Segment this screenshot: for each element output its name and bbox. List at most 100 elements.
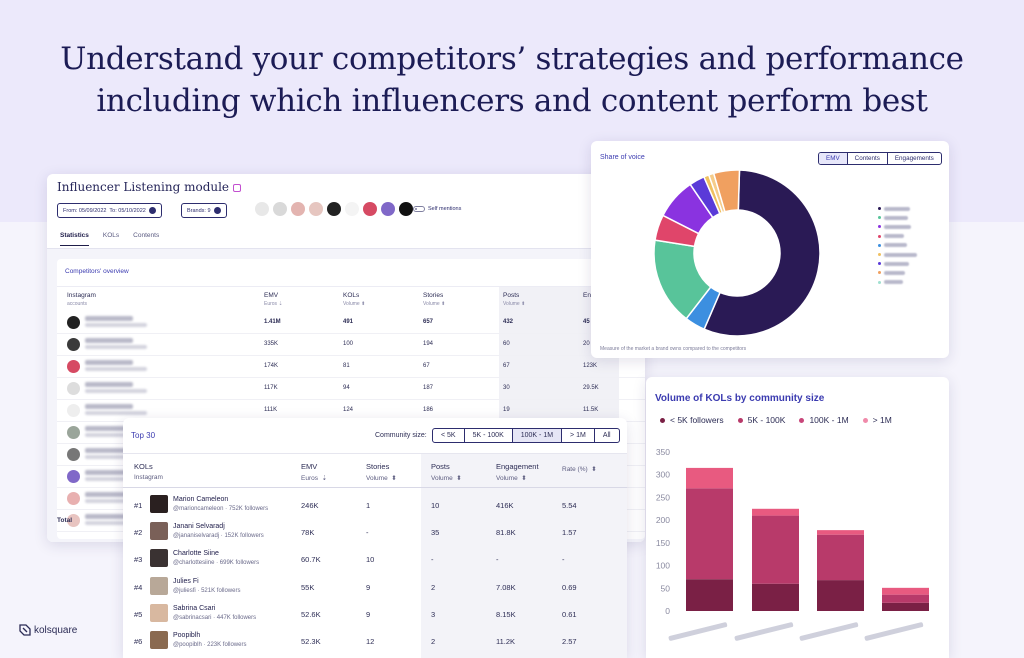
logo-text: kolsquare — [34, 624, 78, 636]
sov-legend-item — [878, 232, 917, 241]
kol-name[interactable]: Sabrina Csari — [173, 604, 216, 612]
competitor-row[interactable]: 335K 100 194 60 20 — [57, 335, 645, 355]
brand-avatar[interactable] — [327, 202, 341, 216]
bar-segment[interactable] — [752, 508, 799, 516]
brand-avatar[interactable] — [363, 202, 377, 216]
tab-statistics[interactable]: Statistics — [60, 232, 89, 246]
cell-eng: 81.8K — [496, 528, 516, 538]
date-range-picker[interactable]: From: 05/09/2022 To: 05/10/2022 — [57, 203, 162, 218]
competitor-row[interactable] — [57, 489, 645, 509]
brand-avatar[interactable] — [273, 202, 287, 216]
brand-avatar[interactable] — [309, 202, 323, 216]
kol-row[interactable]: #4 Julies Fi @juliesfi · 521K followers 5… — [123, 572, 627, 599]
instagram-icon — [233, 183, 242, 192]
competitor-row[interactable]: 1.41M 491 657 432 45 — [57, 313, 645, 333]
bar-segment[interactable] — [882, 602, 929, 611]
size-all[interactable]: All — [593, 429, 619, 442]
bar-segment[interactable] — [817, 530, 864, 535]
brand-avatar[interactable] — [399, 202, 413, 216]
self-mentions-toggle[interactable]: Self mentions — [413, 206, 461, 212]
tab-engagements[interactable]: Engagements — [886, 153, 941, 164]
size-100k-1m[interactable]: 100K - 1M — [511, 429, 562, 442]
bar-segment[interactable] — [752, 583, 799, 611]
tab-emv[interactable]: EMV — [819, 153, 847, 164]
kol-name[interactable]: Poopiblh — [173, 632, 201, 639]
brand-avatar[interactable] — [291, 202, 305, 216]
cell-kols: 124 — [343, 407, 354, 413]
cell-stories: 194 — [423, 341, 434, 347]
donut-slice[interactable] — [712, 169, 741, 213]
kol-row[interactable]: #5 Sabrina Csari @sabrinacsari · 447K fo… — [123, 599, 627, 626]
bar-segment[interactable] — [686, 579, 733, 611]
col-posts[interactable]: Posts Volume ⬍ — [431, 462, 462, 482]
competitor-row[interactable]: 174K 81 67 67 123K — [57, 357, 645, 377]
cell-emv: 55K — [301, 582, 315, 592]
competitor-row[interactable] — [57, 467, 645, 487]
kol-row[interactable]: #3 Charlotte Siine @charlottesiine · 699… — [123, 544, 627, 571]
sov-legend-item — [878, 213, 917, 222]
brand-name-blurred — [884, 243, 907, 248]
col-posts[interactable]: Posts Volume ⬍ — [503, 292, 526, 307]
y-tick-label: 0 — [665, 606, 670, 616]
competitor-row[interactable] — [57, 511, 645, 531]
legend-item: 100K - 1M — [799, 415, 849, 425]
brand-avatar[interactable] — [255, 202, 269, 216]
kol-name[interactable]: Marion Cameleon — [173, 496, 229, 503]
kol-name[interactable]: Charlotte Siine — [173, 550, 219, 558]
competitor-row[interactable]: 111K 124 186 19 11.5K — [57, 401, 645, 421]
brand-avatar — [67, 426, 80, 439]
col-instagram[interactable]: Instagram accounts — [67, 292, 96, 307]
engagement-column-highlight — [421, 454, 627, 658]
tab-contents[interactable]: Contents — [133, 232, 160, 239]
tab-contents[interactable]: Contents — [846, 153, 887, 164]
col-stories[interactable]: Stories Volume ⬍ — [423, 292, 446, 307]
brands-filter[interactable]: Brands: 9 — [181, 203, 227, 218]
competitor-row[interactable] — [57, 445, 645, 465]
cell-posts: 10 — [431, 501, 440, 510]
competitor-row[interactable]: 117K 94 187 30 29.5K — [57, 379, 645, 399]
col-emv[interactable]: EMV Euros ⇣ — [301, 462, 328, 482]
bar-segment[interactable] — [686, 467, 733, 489]
size-over-1m[interactable]: > 1M — [561, 429, 594, 442]
legend-swatch — [878, 225, 881, 229]
row-divider — [57, 333, 645, 334]
brand-name-blurred — [884, 270, 905, 275]
brand-avatar — [67, 470, 80, 483]
donut-slice[interactable] — [703, 169, 821, 337]
competitor-row[interactable] — [57, 423, 645, 443]
legend-swatch — [878, 262, 881, 266]
col-engagement[interactable]: En — [583, 292, 591, 299]
kol-name[interactable]: Janani Selvaradj — [173, 523, 225, 531]
toggle-switch[interactable] — [413, 206, 425, 212]
bar-segment[interactable] — [817, 534, 864, 581]
bar-segment[interactable] — [882, 594, 929, 603]
cell-eng: 11.5K — [583, 407, 599, 413]
col-rate[interactable]: Rate (%) ⬍ — [562, 466, 597, 473]
tab-kols[interactable]: KOLs — [102, 232, 120, 239]
brand-avatar[interactable] — [381, 202, 395, 216]
size-under-5k[interactable]: < 5K — [441, 432, 456, 439]
brand-avatar[interactable] — [345, 202, 359, 216]
col-engagement[interactable]: Engagement Volume ⬍ — [496, 462, 539, 482]
cell-emv: 60.7K — [301, 555, 321, 565]
brand-handle-blurred — [85, 389, 147, 393]
col-kols[interactable]: KOLs Instagram — [134, 462, 163, 481]
cell-stories: 12 — [366, 637, 375, 646]
brand-name-blurred — [85, 382, 133, 387]
bar-segment[interactable] — [882, 587, 929, 595]
cell-stories: 9 — [366, 609, 371, 619]
brand-handle-blurred — [85, 345, 147, 349]
bar-segment[interactable] — [817, 580, 864, 611]
cell-eng: 20 — [583, 341, 590, 347]
col-emv[interactable]: EMV Euros ⇣ — [264, 292, 283, 307]
kol-row[interactable]: #1 Marion Cameleon @marioncameleon · 752… — [123, 490, 627, 517]
col-stories[interactable]: Stories Volume ⬍ — [366, 462, 397, 482]
bar-segment[interactable] — [686, 488, 733, 580]
kol-row[interactable]: #2 Janani Selvaradj @jananiselvaradj · 1… — [123, 517, 627, 544]
size-5k-100k[interactable]: 5K - 100K — [463, 429, 512, 442]
x-tick-label-blurred — [799, 622, 859, 641]
bar-segment[interactable] — [752, 515, 799, 584]
kol-name[interactable]: Julies Fi — [173, 577, 199, 585]
kol-row[interactable]: #6 Poopiblh @poopiblh · 223K followers 52… — [123, 626, 627, 653]
col-kols[interactable]: KOLs Volume ⬍ — [343, 292, 366, 307]
